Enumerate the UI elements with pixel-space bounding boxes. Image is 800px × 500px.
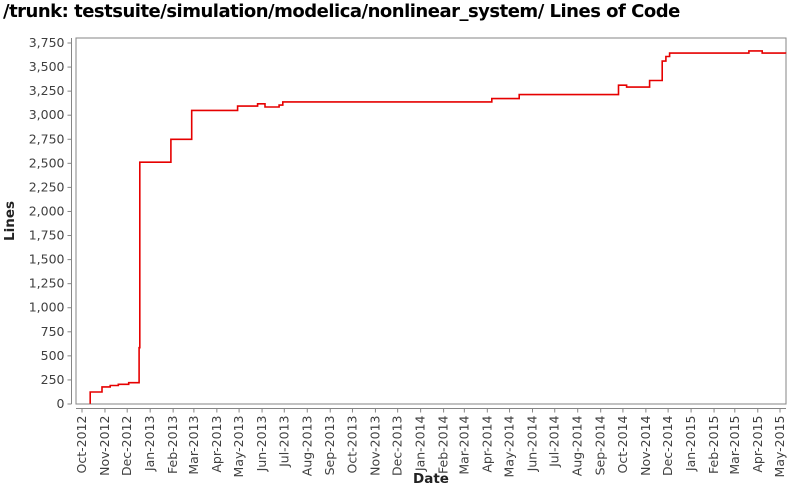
y-tick-label: 500 [41,348,65,363]
x-tick-label: Jul-2014 [547,415,562,467]
y-tick-label: 1,750 [29,228,65,243]
x-tick-label: Aug-2014 [570,415,585,476]
x-tick-label: Jan-2015 [683,416,698,473]
x-tick-label: Sep-2014 [593,415,608,475]
y-axis-label: Lines [2,201,18,241]
x-tick-label: Dec-2012 [119,416,134,477]
x-tick-label: Mar-2015 [727,416,742,475]
x-tick-label: Apr-2013 [209,416,224,473]
y-tick-label: 3,500 [29,59,65,74]
x-tick-label: Oct-2014 [615,415,630,473]
y-tick-label: 1,000 [29,300,65,315]
x-tick-label: Feb-2013 [165,416,180,474]
loc-step-line [89,50,787,404]
x-axis-label: Date [413,471,449,487]
y-tick-label: 3,000 [29,107,65,122]
y-tick-label: 2,250 [29,179,65,194]
x-tick-label: Apr-2015 [750,416,765,473]
y-tick-label: 2,500 [29,155,65,170]
x-tick-label: Dec-2014 [660,415,675,476]
x-tick-label: Jun-2013 [254,416,269,473]
y-tick-label: 750 [41,324,65,339]
x-tick-label: May-2013 [231,416,246,478]
x-tick-label: Feb-2015 [706,416,721,474]
y-tick-label: 1,250 [29,276,65,291]
chart-title: /trunk: testsuite/simulation/modelica/no… [3,1,680,22]
x-tick-label: Feb-2014 [436,415,451,474]
y-tick-label: 0 [57,396,65,411]
x-tick-label: Jul-2013 [276,416,291,468]
x-tick-label: Dec-2013 [390,416,405,477]
plot-area [75,37,787,405]
x-tick-label: Nov-2013 [367,416,382,476]
x-tick-label: May-2014 [502,415,517,477]
x-tick-label: Sep-2013 [322,416,337,476]
y-tick-label: 250 [41,372,65,387]
x-tick-label: Nov-2014 [638,415,653,475]
y-tick-label: 3,750 [29,35,65,50]
x-tick-label: Oct-2012 [74,416,89,474]
x-tick-label: Mar-2014 [456,415,471,474]
x-tick-label: May-2015 [772,416,787,478]
y-tick-label: 2,750 [29,131,65,146]
x-tick-label: Jan-2013 [142,416,157,473]
y-tick-label: 2,000 [29,203,65,218]
x-tick-label: Jan-2014 [413,415,428,472]
x-tick-label: Nov-2012 [97,416,112,476]
y-tick-label: 3,250 [29,83,65,98]
y-tick-label: 1,500 [29,252,65,267]
x-tick-label: Aug-2013 [299,416,314,477]
x-tick-label: Jun-2014 [525,415,540,472]
x-tick-label: Apr-2014 [479,415,494,472]
x-tick-label: Mar-2013 [186,416,201,475]
x-tick-label: Oct-2013 [344,416,359,474]
